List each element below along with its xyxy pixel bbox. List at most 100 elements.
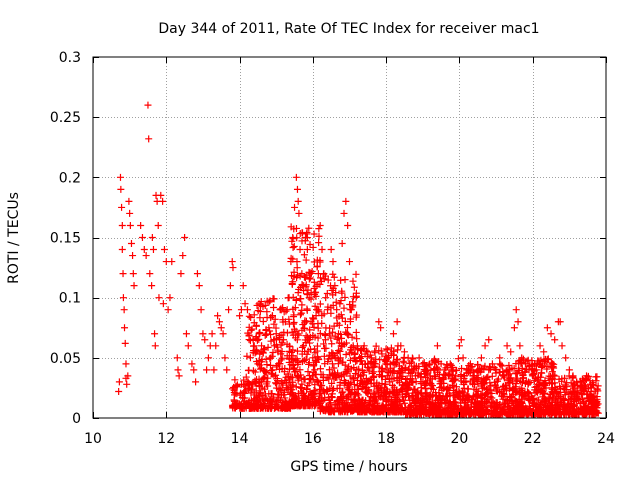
data-point <box>117 185 125 193</box>
data-point <box>399 357 407 365</box>
data-point <box>267 314 275 322</box>
data-point <box>244 329 252 337</box>
data-point <box>328 360 336 368</box>
data-point <box>292 173 300 181</box>
data-point <box>281 318 289 326</box>
data-point <box>204 354 212 362</box>
y-tick-label: 0.05 <box>50 351 81 367</box>
axis-ticks <box>93 57 607 419</box>
data-point <box>385 406 393 414</box>
data-point <box>118 246 126 254</box>
data-point <box>254 392 262 400</box>
data-point <box>289 392 297 400</box>
data-point <box>442 385 450 393</box>
data-point <box>293 264 301 272</box>
data-point <box>492 403 500 411</box>
data-point <box>334 347 342 355</box>
data-point <box>236 312 244 320</box>
data-point <box>342 369 350 377</box>
data-point <box>280 328 288 336</box>
data-point <box>288 280 296 288</box>
data-point <box>397 364 405 372</box>
data-point <box>548 368 556 376</box>
data-point <box>252 348 260 356</box>
data-point <box>267 397 275 405</box>
data-point <box>244 379 252 387</box>
data-point <box>570 384 578 392</box>
data-point <box>460 374 468 382</box>
data-point <box>305 294 313 302</box>
data-point <box>415 354 423 362</box>
data-point <box>470 372 478 380</box>
data-point <box>433 342 441 350</box>
data-point <box>336 347 344 355</box>
y-tick-label: 0 <box>72 411 81 427</box>
data-point <box>208 330 216 338</box>
data-point <box>319 386 327 394</box>
data-point <box>315 225 323 233</box>
data-point <box>328 286 336 294</box>
data-point <box>391 394 399 402</box>
data-point <box>312 401 320 409</box>
data-point <box>433 396 441 404</box>
data-point <box>514 318 522 326</box>
data-point <box>337 311 345 319</box>
data-point <box>325 330 333 338</box>
data-point <box>342 328 350 336</box>
data-point <box>193 270 201 278</box>
data-point <box>358 346 366 354</box>
data-point <box>580 388 588 396</box>
data-point <box>116 173 124 181</box>
data-point <box>288 272 296 280</box>
data-point <box>448 409 456 417</box>
data-point <box>238 393 246 401</box>
data-point <box>240 376 248 384</box>
data-point <box>550 364 558 372</box>
data-point <box>400 348 408 356</box>
data-point <box>267 367 275 375</box>
data-point <box>289 346 297 354</box>
data-point <box>518 405 526 413</box>
data-points <box>115 101 602 418</box>
data-point <box>448 366 456 374</box>
data-point <box>391 389 399 397</box>
data-point <box>502 409 510 417</box>
data-point <box>355 403 363 411</box>
data-point <box>422 403 430 411</box>
data-point <box>299 398 307 406</box>
data-point <box>287 258 295 266</box>
data-point <box>229 403 237 411</box>
data-point <box>288 402 296 410</box>
data-point <box>296 366 304 374</box>
x-tick-label: 18 <box>377 431 395 447</box>
data-point <box>350 380 358 388</box>
data-point <box>363 389 371 397</box>
data-point <box>573 378 581 386</box>
data-point <box>299 229 307 237</box>
data-point <box>232 383 240 391</box>
data-point <box>292 296 300 304</box>
data-point <box>422 380 430 388</box>
data-point <box>383 346 391 354</box>
data-point <box>552 402 560 410</box>
data-point <box>315 232 323 240</box>
data-point <box>296 246 304 254</box>
data-point <box>333 306 341 314</box>
data-point <box>340 304 348 312</box>
data-point <box>294 330 302 338</box>
data-point <box>375 381 383 389</box>
data-point <box>491 378 499 386</box>
data-point <box>324 306 332 314</box>
data-point <box>265 324 273 332</box>
data-point <box>487 402 495 410</box>
data-point <box>341 276 349 284</box>
data-point <box>425 393 433 401</box>
data-point <box>397 368 405 376</box>
data-point <box>401 375 409 383</box>
data-point <box>316 221 324 229</box>
data-point <box>275 334 283 342</box>
data-point <box>273 380 281 388</box>
data-point <box>587 392 595 400</box>
data-point <box>197 306 205 314</box>
